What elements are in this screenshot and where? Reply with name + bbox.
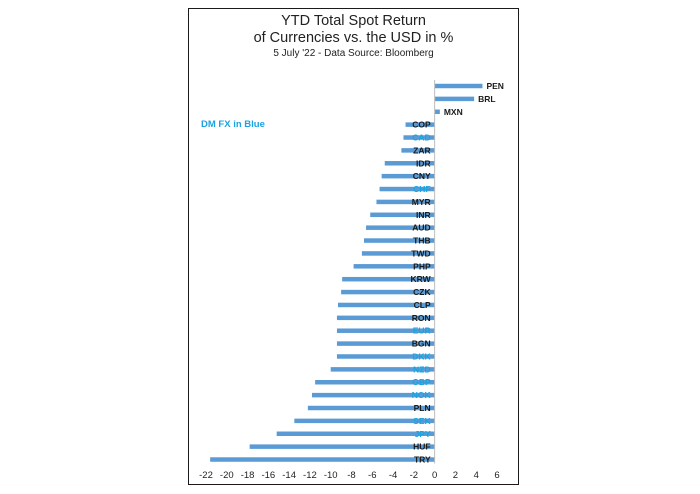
bar-bgn (336, 341, 435, 346)
bar-cny (381, 173, 435, 179)
bar-label-nok: NOK (412, 390, 432, 400)
bar-inr (370, 212, 435, 218)
bar-label-dkk: DKK (412, 351, 431, 361)
bar-zar (401, 148, 435, 153)
bar-label-cad: CAD (412, 133, 430, 143)
bar-label-pen: PEN (486, 81, 503, 91)
bar-try (210, 457, 435, 462)
bar-huf (249, 444, 435, 449)
chart-subtitle: 5 July '22 - Data Source: Bloomberg (273, 48, 434, 59)
bar-label-huf: HUF (413, 442, 430, 452)
bar-label-zar: ZAR (413, 145, 430, 155)
x-tick-label: -10 (324, 470, 338, 481)
chart-title: YTD Total Spot Return of Currencies vs. … (253, 13, 454, 46)
bar-aud (366, 225, 435, 230)
x-tick-label: -12 (303, 470, 317, 481)
bar-label-clp: CLP (414, 300, 431, 310)
bar-clp (337, 302, 435, 308)
bar-cop (405, 122, 435, 127)
bar-pln (307, 405, 435, 411)
x-tick-label: -4 (389, 470, 397, 481)
bar-chf (379, 186, 435, 192)
bar-label-mxn: MXN (444, 107, 463, 117)
bar-php (353, 264, 435, 269)
bar-label-chf: CHF (413, 184, 430, 194)
bar-brl (434, 96, 475, 102)
bar-label-aud: AUD (412, 223, 430, 233)
x-tick-label: -6 (368, 470, 376, 481)
bar-label-php: PHP (413, 261, 431, 271)
bar-eur (336, 328, 435, 333)
bar-label-krw: KRW (410, 274, 431, 284)
bar-label-eur: EUR (413, 326, 431, 336)
bar-pen (434, 83, 483, 89)
x-tick-label: -2 (410, 470, 418, 481)
dm-fx-annotation: DM FX in Blue (201, 119, 265, 130)
bar-label-sek: SEK (413, 416, 431, 426)
bar-label-twd: TWD (411, 248, 430, 258)
x-tick-label: 6 (494, 470, 499, 481)
bar-krw (342, 276, 435, 282)
bar-label-czk: CZK (413, 287, 431, 297)
x-tick-label: -14 (282, 470, 296, 481)
bar-myr (376, 199, 435, 205)
bar-dkk (336, 354, 435, 359)
bar-label-ron: RON (412, 313, 431, 323)
bar-label-cop: COP (412, 120, 431, 130)
x-tick-label: -8 (347, 470, 355, 481)
bar-label-brl: BRL (478, 94, 495, 104)
x-tick-label: 2 (453, 470, 458, 481)
bar-sek (294, 418, 435, 424)
x-tick-label: -22 (199, 470, 213, 481)
bar-nok (312, 392, 435, 398)
bar-label-bgn: BGN (412, 339, 431, 349)
bar-gbp (315, 379, 435, 385)
x-tick-label: -18 (241, 470, 255, 481)
bar-label-cny: CNY (413, 171, 431, 181)
bar-mxn (434, 109, 440, 115)
bar-label-nzd: NZD (413, 364, 430, 374)
bar-twd (361, 251, 435, 256)
x-tick-label: -20 (220, 470, 234, 481)
bar-label-thb: THB (413, 236, 430, 246)
bar-label-idr: IDR (416, 158, 431, 168)
bar-idr (384, 161, 435, 166)
bar-label-pln: PLN (414, 403, 431, 413)
bar-nzd (330, 367, 435, 372)
bar-label-jpy: JPY (415, 429, 431, 439)
bar-label-try: TRY (414, 455, 431, 465)
bar-label-gbp: GBP (412, 377, 431, 387)
bar-label-myr: MYR (412, 197, 431, 207)
bar-label-inr: INR (416, 210, 431, 220)
x-tick-label: 4 (474, 470, 479, 481)
bar-ron (336, 315, 435, 321)
bar-jpy (276, 431, 435, 437)
bar-czk (341, 289, 435, 295)
x-tick-label: 0 (432, 470, 437, 481)
x-tick-label: -16 (261, 470, 275, 481)
bar-thb (363, 238, 435, 243)
bar-cad (403, 135, 435, 140)
